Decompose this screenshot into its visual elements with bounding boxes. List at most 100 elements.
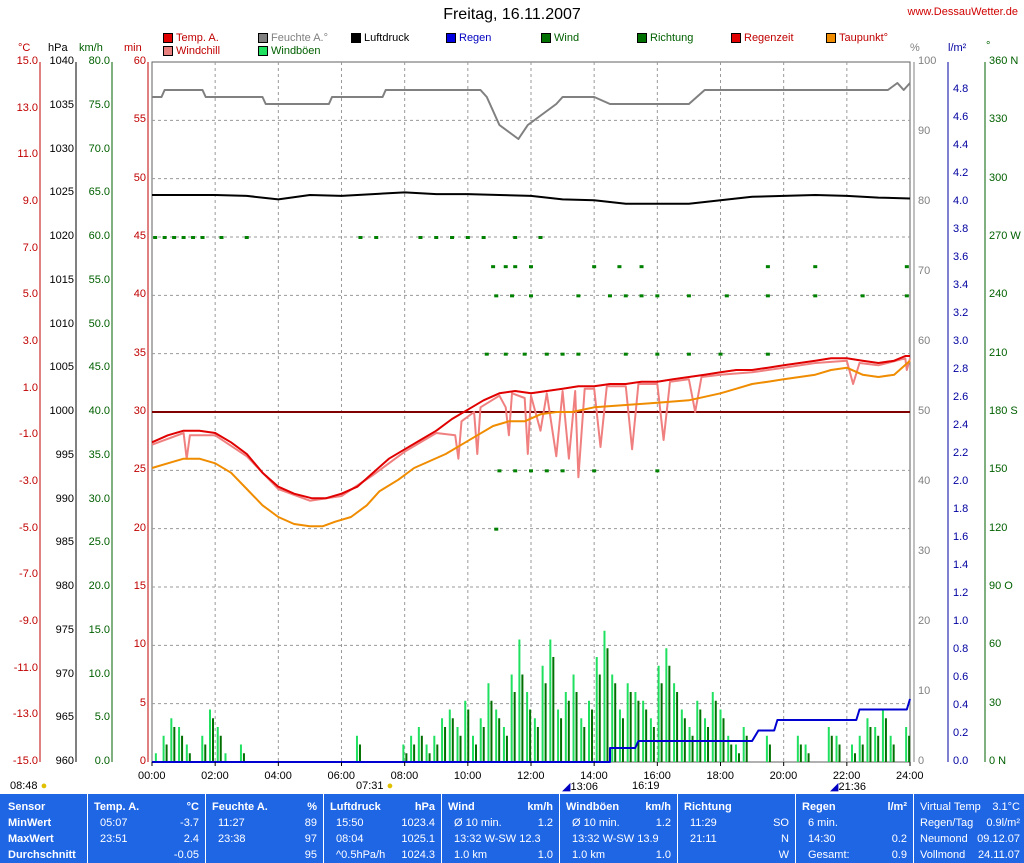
wind-axis-tick: 40.0 <box>88 405 110 417</box>
direction-axis-tick: 330 <box>989 113 1008 126</box>
footer-column-title: Richtung <box>684 801 732 813</box>
wind-axis-tick: 15.0 <box>88 623 110 636</box>
new-moon-label: Neumond <box>920 833 968 845</box>
direction-point <box>860 294 865 298</box>
humidity-axis-tick: 40 <box>918 475 931 487</box>
rain-axis-tick: 4.0 <box>953 195 969 207</box>
temp-axis-tick: -7.0 <box>19 568 38 581</box>
time-axis-tick: 20:00 <box>769 770 798 782</box>
pressure-axis-tick: 975 <box>55 623 74 636</box>
time-axis-tick: 24:00 <box>896 770 924 782</box>
wind-axis-tick: 25.0 <box>88 536 110 549</box>
virtual-temp-value: 3.1°C <box>992 801 1020 813</box>
footer-cell-time: Gesamt: <box>808 849 850 861</box>
pressure-axis-tick: 1030 <box>49 142 74 155</box>
minutes-axis-tick: 30 <box>133 405 146 417</box>
direction-point <box>219 236 224 239</box>
time-axis-tick: 12:00 <box>517 770 545 782</box>
sunrise-time: 07:31 ● <box>356 780 394 792</box>
footer-column-title: Wind <box>448 801 475 813</box>
footer-column-title: Temp. A. <box>94 801 140 813</box>
footer-cell-time: 08:04 <box>336 833 364 845</box>
wind-axis-tick: 60.0 <box>88 230 110 242</box>
temp-axis-tick: -9.0 <box>19 615 38 627</box>
temp-axis-tick: -5.0 <box>19 521 38 534</box>
direction-axis-tick: 90 O <box>989 580 1013 592</box>
time-axis-tick: 18:00 <box>706 770 735 782</box>
direction-point <box>374 236 379 239</box>
direction-point <box>655 352 660 356</box>
rain-axis-tick: 1.4 <box>953 559 969 571</box>
direction-point <box>686 352 691 356</box>
direction-axis-tick: 60 <box>989 638 1002 651</box>
minutes-axis-tick: 50 <box>133 171 146 184</box>
legend-item: Richtung <box>637 32 693 44</box>
temp-axis-tick: 11.0 <box>17 148 38 161</box>
footer-column-unit: °C <box>186 801 199 813</box>
wind-axis-tick: 10.0 <box>88 667 110 680</box>
footer-column-unit: l/m² <box>887 801 907 813</box>
pressure-axis-tick: 1015 <box>49 273 74 286</box>
sunset-time: 16:19 <box>632 780 660 792</box>
pressure-axis-tick: 990 <box>55 492 74 505</box>
rain-axis-tick: 3.8 <box>953 223 969 235</box>
footer-cell-value: 95 <box>304 849 317 861</box>
direction-point <box>503 265 508 269</box>
temp-axis-tick: -15.0 <box>12 755 38 767</box>
rain-axis-tick: 3.6 <box>953 251 969 263</box>
footer-cell-value: N <box>781 833 789 845</box>
humidity-axis-tick: 30 <box>918 545 931 557</box>
direction-point <box>529 265 533 269</box>
footer-column-unit: % <box>307 801 317 813</box>
legend-label: Richtung <box>650 32 694 44</box>
virtual-temp-label: Virtual Temp <box>920 801 981 813</box>
direction-point <box>491 265 496 269</box>
legend-swatch <box>637 33 647 43</box>
minutes-axis-tick: 15 <box>133 580 146 592</box>
pressure-axis-tick: 970 <box>55 667 74 680</box>
rain-axis-tick: 0.0 <box>953 755 969 767</box>
direction-point <box>162 236 167 239</box>
row-label-max: MaxWert <box>8 833 54 845</box>
rain-axis-tick: 0.8 <box>953 643 969 655</box>
pressure-axis-tick: 1005 <box>49 361 74 374</box>
direction-point <box>494 294 499 298</box>
temp-axis-tick: 9.0 <box>22 195 38 207</box>
footer-cell-value: 1.0 <box>537 849 553 861</box>
rain-axis-tick: 2.4 <box>953 419 969 431</box>
legend-label: Windböen <box>271 45 321 57</box>
temp-axis-tick: 13.0 <box>16 101 38 114</box>
pressure-axis-tick: 1010 <box>49 317 74 330</box>
direction-point <box>538 236 543 239</box>
humidity-axis-tick: 80 <box>918 195 931 207</box>
footer-cell-time: 11:29 <box>690 817 717 829</box>
humidity-axis-tick: 100 <box>918 55 937 67</box>
legend-item: Taupunkt° <box>826 32 888 44</box>
wind-axis-tick: 70.0 <box>88 142 110 155</box>
minutes-axis-tick: 45 <box>133 230 146 242</box>
direction-point <box>529 469 533 473</box>
direction-point <box>813 294 818 298</box>
direction-point <box>513 236 518 239</box>
footer-cell-value: 1023.4 <box>401 817 435 829</box>
time-axis-tick: 02:00 <box>201 770 229 782</box>
footer-cell-time: 15:50 <box>336 817 364 829</box>
wind-axis-tick: 45.0 <box>88 361 110 374</box>
direction-point <box>576 294 581 298</box>
rain-axis-tick: 2.6 <box>953 391 969 403</box>
direction-point <box>503 352 508 356</box>
site-link[interactable]: www.DessauWetter.de <box>907 6 1018 18</box>
pressure-axis-tick: 1020 <box>49 230 74 242</box>
footer-cell-value: 1025.1 <box>401 833 435 845</box>
direction-point <box>904 294 909 298</box>
temp-axis-tick: -1.0 <box>19 428 38 441</box>
footer-column-rain: Regen l/m² 6 min. 14:30 0.2 Gesamt: 0.9 <box>796 794 914 863</box>
direction-axis-tick: 120 <box>989 521 1008 534</box>
time-axis-tick: 04:00 <box>264 770 292 782</box>
minutes-axis-tick: 5 <box>139 696 146 709</box>
temp-axis-tick: 3.0 <box>22 335 38 347</box>
legend-label: Windchill <box>176 45 221 57</box>
series-line-windchill <box>151 357 911 502</box>
humidity-axis-unit: % <box>910 42 920 54</box>
temp-axis-tick: 1.0 <box>22 381 38 394</box>
